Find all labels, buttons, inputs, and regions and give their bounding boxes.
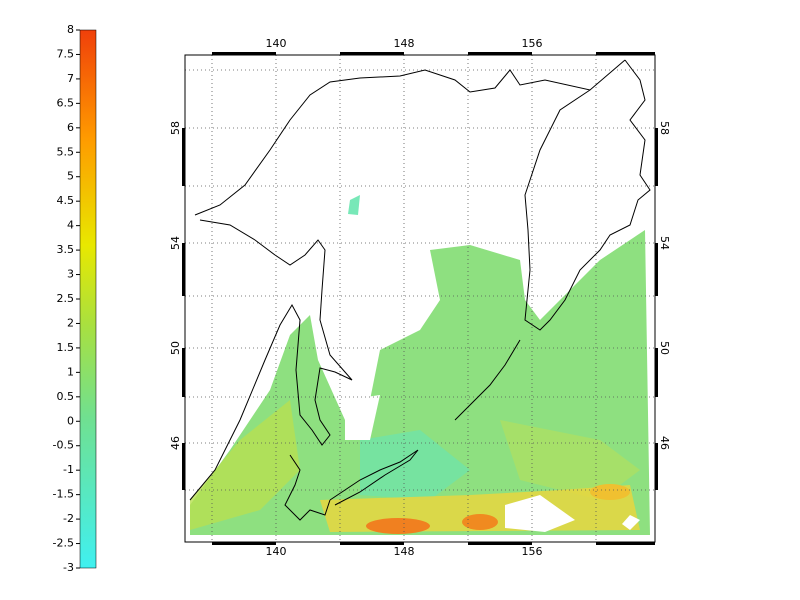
longitude-label-bottom: 148 — [394, 545, 415, 558]
colorbar-tick-label: 3.5 — [57, 243, 75, 256]
map-frame — [182, 52, 658, 545]
colorbar-tick-label: 8 — [67, 23, 74, 36]
colorbar-tick-label: 4 — [67, 219, 74, 232]
colorbar-tick-label: -2 — [63, 512, 74, 525]
colorbar-tick-label: -0.5 — [53, 439, 74, 452]
latitude-label-left: 46 — [169, 436, 182, 450]
colorbar-tick-label: -1 — [63, 463, 74, 476]
axis-labels: 140 140 148 148 156 156 58 58 54 54 50 50 46 46 — [169, 37, 671, 558]
colorbar-tick-label: 0.5 — [57, 390, 75, 403]
colorbar-tick-label: 7.5 — [57, 47, 75, 60]
latitude-label-left: 50 — [169, 341, 182, 355]
longitude-label-top: 148 — [394, 37, 415, 50]
colorbar-tick-label: 1.5 — [57, 341, 75, 354]
latitude-label-right: 50 — [658, 341, 671, 355]
longitude-label-top: 156 — [522, 37, 543, 50]
colorbar-tick-label: 6.5 — [57, 96, 75, 109]
latitude-label-left: 54 — [169, 236, 182, 250]
colorbar-tick-label: 5.5 — [57, 145, 75, 158]
colorbar-ticks: 8 7.5 7 6.5 6 5.5 5 4.5 4 3.5 3 2.5 2 1.5 1 0.5 0 -0.5 -1 -… — [53, 23, 80, 574]
colorbar — [79, 29, 97, 569]
colorbar-tick-label: 4.5 — [57, 194, 75, 207]
colorbar-tick-label: 2 — [67, 316, 74, 329]
latitude-label-left: 58 — [169, 121, 182, 135]
colorbar-tick-label: -1.5 — [53, 488, 74, 501]
coastlines — [189, 59, 651, 521]
latitude-label-right: 46 — [658, 436, 671, 450]
colorbar-tick-label: 1 — [67, 365, 74, 378]
colorbar-tick-label: 7 — [67, 72, 74, 85]
latitude-label-right: 54 — [658, 236, 671, 250]
longitude-label-top: 140 — [266, 37, 287, 50]
colorbar-tick-label: 6 — [67, 121, 74, 134]
colorbar-tick-label: 2.5 — [57, 292, 75, 305]
longitude-label-bottom: 140 — [266, 545, 287, 558]
colorbar-tick-label: -2.5 — [53, 537, 74, 550]
colorbar-tick-label: 5 — [67, 170, 74, 183]
colorbar-tick-label: 3 — [67, 268, 74, 281]
latitude-label-right: 58 — [658, 121, 671, 135]
data-field — [190, 195, 650, 535]
colorbar-tick-label: 0 — [67, 414, 74, 427]
colorbar-tick-label: -3 — [63, 561, 74, 574]
longitude-label-bottom: 156 — [522, 545, 543, 558]
